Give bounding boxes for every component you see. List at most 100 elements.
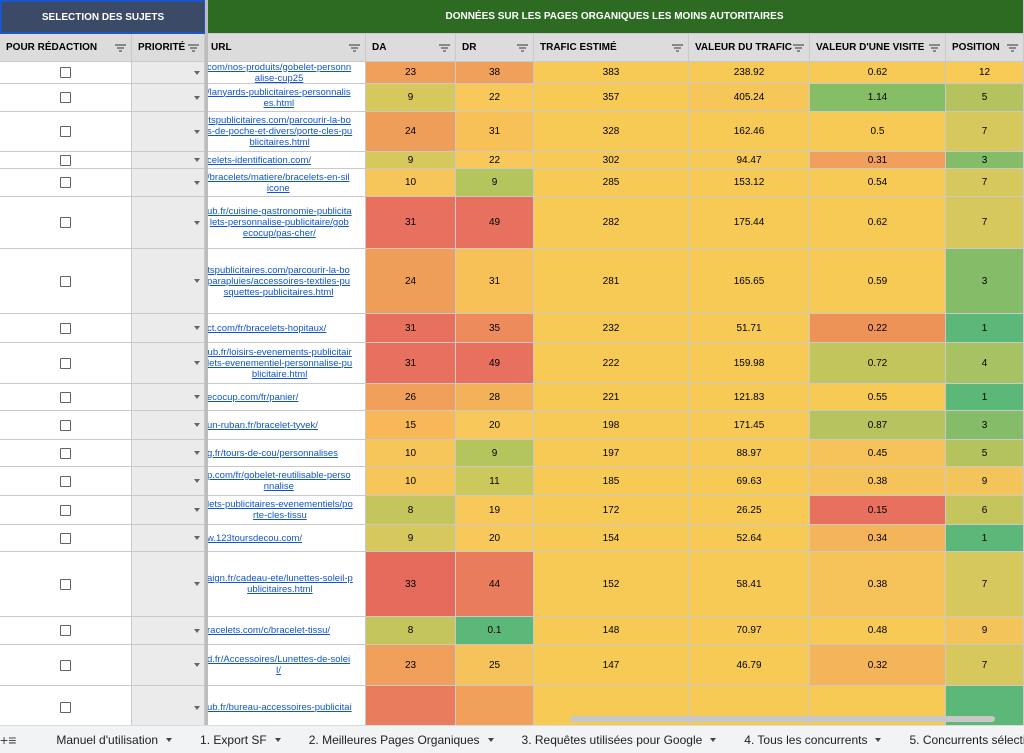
column-header-3[interactable]: DA bbox=[366, 34, 456, 62]
filter-icon[interactable] bbox=[793, 43, 804, 52]
dropdown-arrow-icon[interactable] bbox=[194, 180, 200, 185]
tab-menu-arrow-icon[interactable] bbox=[487, 737, 494, 742]
filter-icon[interactable] bbox=[929, 43, 940, 52]
tab-menu-arrow-icon[interactable] bbox=[710, 737, 717, 742]
sheet-tab-0[interactable]: Manuel d'utilisation bbox=[42, 733, 186, 747]
dropdown-arrow-icon[interactable] bbox=[194, 326, 200, 330]
dropdown-arrow-icon[interactable] bbox=[194, 70, 200, 75]
url-link[interactable]: aign.fr/cadeau-ete/lunettes-soleil-p ubl… bbox=[205, 552, 366, 617]
tab-menu-arrow-icon[interactable] bbox=[875, 737, 882, 742]
filter-icon[interactable] bbox=[439, 43, 450, 52]
frozen-column-divider[interactable] bbox=[205, 0, 208, 725]
priorite-dropdown[interactable] bbox=[132, 112, 205, 152]
priorite-dropdown[interactable] bbox=[132, 411, 205, 440]
priorite-dropdown[interactable] bbox=[132, 62, 205, 84]
priorite-dropdown[interactable] bbox=[132, 152, 205, 169]
sheet-tab-4[interactable]: 4. Tous les concurrents bbox=[730, 733, 895, 747]
url-link[interactable]: com/nos-produits/gobelet-personn alise-c… bbox=[205, 62, 366, 84]
column-header-4[interactable]: DR bbox=[456, 34, 534, 62]
url-link[interactable]: celets-identification.com/ bbox=[205, 152, 366, 169]
redaction-checkbox[interactable] bbox=[60, 475, 71, 487]
priorite-dropdown[interactable] bbox=[132, 343, 205, 384]
priorite-dropdown[interactable] bbox=[132, 197, 205, 249]
column-header-0[interactable]: POUR RÉDACTION bbox=[0, 34, 132, 62]
priorite-dropdown[interactable] bbox=[132, 314, 205, 343]
priorite-dropdown[interactable] bbox=[132, 249, 205, 314]
redaction-checkbox[interactable] bbox=[60, 391, 71, 403]
sheet-tab-5[interactable]: 5. Concurrents sélectionnés bbox=[895, 733, 1024, 747]
dropdown-arrow-icon[interactable] bbox=[194, 129, 200, 134]
dropdown-arrow-icon[interactable] bbox=[194, 361, 200, 365]
dropdown-arrow-icon[interactable] bbox=[194, 279, 200, 283]
url-link[interactable]: ct.com/fr/bracelets-hopitaux/ bbox=[205, 314, 366, 343]
url-link[interactable]: g.fr/tours-de-cou/personnalises bbox=[205, 440, 366, 467]
filter-icon[interactable] bbox=[115, 43, 126, 52]
url-link[interactable]: ub.fr/loisirs-evenements-publicitair let… bbox=[205, 343, 366, 384]
url-link[interactable]: w.123toursdecou.com/ bbox=[205, 525, 366, 552]
priorite-dropdown[interactable] bbox=[132, 467, 205, 496]
tab-menu-arrow-icon[interactable] bbox=[274, 737, 281, 742]
banner-selection-des-sujets[interactable]: SELECTION DES SUJETS bbox=[0, 0, 206, 34]
column-header-7[interactable]: VALEUR D'UNE VISITE bbox=[810, 34, 946, 62]
priorite-dropdown[interactable] bbox=[132, 169, 205, 197]
sheet-tab-2[interactable]: 2. Meilleures Pages Organiques bbox=[295, 733, 508, 747]
dropdown-arrow-icon[interactable] bbox=[194, 395, 200, 399]
redaction-checkbox[interactable] bbox=[60, 357, 71, 369]
redaction-checkbox[interactable] bbox=[60, 419, 71, 431]
tab-menu-arrow-icon[interactable] bbox=[166, 737, 173, 742]
url-link[interactable]: /lanyards-publicitaires-personnalis es.h… bbox=[205, 84, 366, 112]
redaction-checkbox[interactable] bbox=[60, 578, 71, 590]
horizontal-scrollbar[interactable] bbox=[570, 716, 995, 722]
url-link[interactable]: ub.fr/bureau-accessoires-publicitai bbox=[205, 686, 366, 725]
redaction-checkbox[interactable] bbox=[60, 275, 71, 287]
redaction-checkbox[interactable] bbox=[60, 447, 71, 459]
dropdown-arrow-icon[interactable] bbox=[194, 95, 200, 100]
dropdown-arrow-icon[interactable] bbox=[194, 705, 200, 710]
dropdown-arrow-icon[interactable] bbox=[194, 628, 200, 633]
redaction-checkbox[interactable] bbox=[60, 67, 71, 78]
add-sheet-button[interactable]: + bbox=[0, 731, 9, 748]
url-link[interactable]: ub.fr/cuisine-gastronomie-publicita lets… bbox=[205, 197, 366, 249]
priorite-dropdown[interactable] bbox=[132, 617, 205, 645]
priorite-dropdown[interactable] bbox=[132, 645, 205, 686]
filter-icon[interactable] bbox=[517, 43, 528, 52]
url-link[interactable]: tspublicitaires.com/parcourir-la-bo s-de… bbox=[205, 112, 366, 152]
redaction-checkbox[interactable] bbox=[60, 532, 71, 544]
filter-icon[interactable] bbox=[1007, 43, 1018, 52]
dropdown-arrow-icon[interactable] bbox=[194, 423, 200, 427]
url-link[interactable]: racelets.com/c/bracelet-tissu/ bbox=[205, 617, 366, 645]
redaction-checkbox[interactable] bbox=[60, 92, 71, 103]
sheet-tab-3[interactable]: 3. Requêtes utilisées pour Google bbox=[508, 733, 731, 747]
url-link[interactable]: tspublicitaires.com/parcourir-la-bo para… bbox=[205, 249, 366, 314]
redaction-checkbox[interactable] bbox=[60, 702, 71, 713]
priorite-dropdown[interactable] bbox=[132, 525, 205, 552]
redaction-checkbox[interactable] bbox=[60, 659, 71, 671]
url-link[interactable]: un-ruban.fr/bracelet-tyvek/ bbox=[205, 411, 366, 440]
dropdown-arrow-icon[interactable] bbox=[194, 582, 200, 586]
priorite-dropdown[interactable] bbox=[132, 440, 205, 467]
priorite-dropdown[interactable] bbox=[132, 552, 205, 617]
banner-donnees-pages-organiques[interactable]: DONNÉES SUR LES PAGES ORGANIQUES LES MOI… bbox=[206, 0, 1024, 34]
filter-icon[interactable] bbox=[188, 43, 199, 52]
dropdown-arrow-icon[interactable] bbox=[194, 220, 200, 225]
url-link[interactable]: ecocup.com/fr/panier/ bbox=[205, 384, 366, 411]
column-header-2[interactable]: URL bbox=[205, 34, 366, 62]
column-header-8[interactable]: POSITION bbox=[946, 34, 1024, 62]
sheet-tab-1[interactable]: 1. Export SF bbox=[186, 733, 295, 747]
dropdown-arrow-icon[interactable] bbox=[194, 508, 200, 512]
filter-icon[interactable] bbox=[349, 43, 360, 52]
url-link[interactable]: /bracelets/matiere/bracelets-en-sil icon… bbox=[205, 169, 366, 197]
dropdown-arrow-icon[interactable] bbox=[194, 451, 200, 455]
url-link[interactable]: lets-publicitaires-evenementiels/po rte-… bbox=[205, 496, 366, 525]
redaction-checkbox[interactable] bbox=[60, 154, 71, 166]
priorite-dropdown[interactable] bbox=[132, 496, 205, 525]
all-sheets-menu-button[interactable]: ≡ bbox=[8, 731, 17, 748]
dropdown-arrow-icon[interactable] bbox=[194, 158, 200, 162]
url-link[interactable]: p.com/fr/gobelet-reutilisable-perso nnal… bbox=[205, 467, 366, 496]
column-header-6[interactable]: VALEUR DU TRAFIC bbox=[689, 34, 810, 62]
filter-icon[interactable] bbox=[672, 43, 683, 52]
redaction-checkbox[interactable] bbox=[60, 322, 71, 334]
redaction-checkbox[interactable] bbox=[60, 217, 71, 228]
dropdown-arrow-icon[interactable] bbox=[194, 536, 200, 540]
redaction-checkbox[interactable] bbox=[60, 177, 71, 188]
